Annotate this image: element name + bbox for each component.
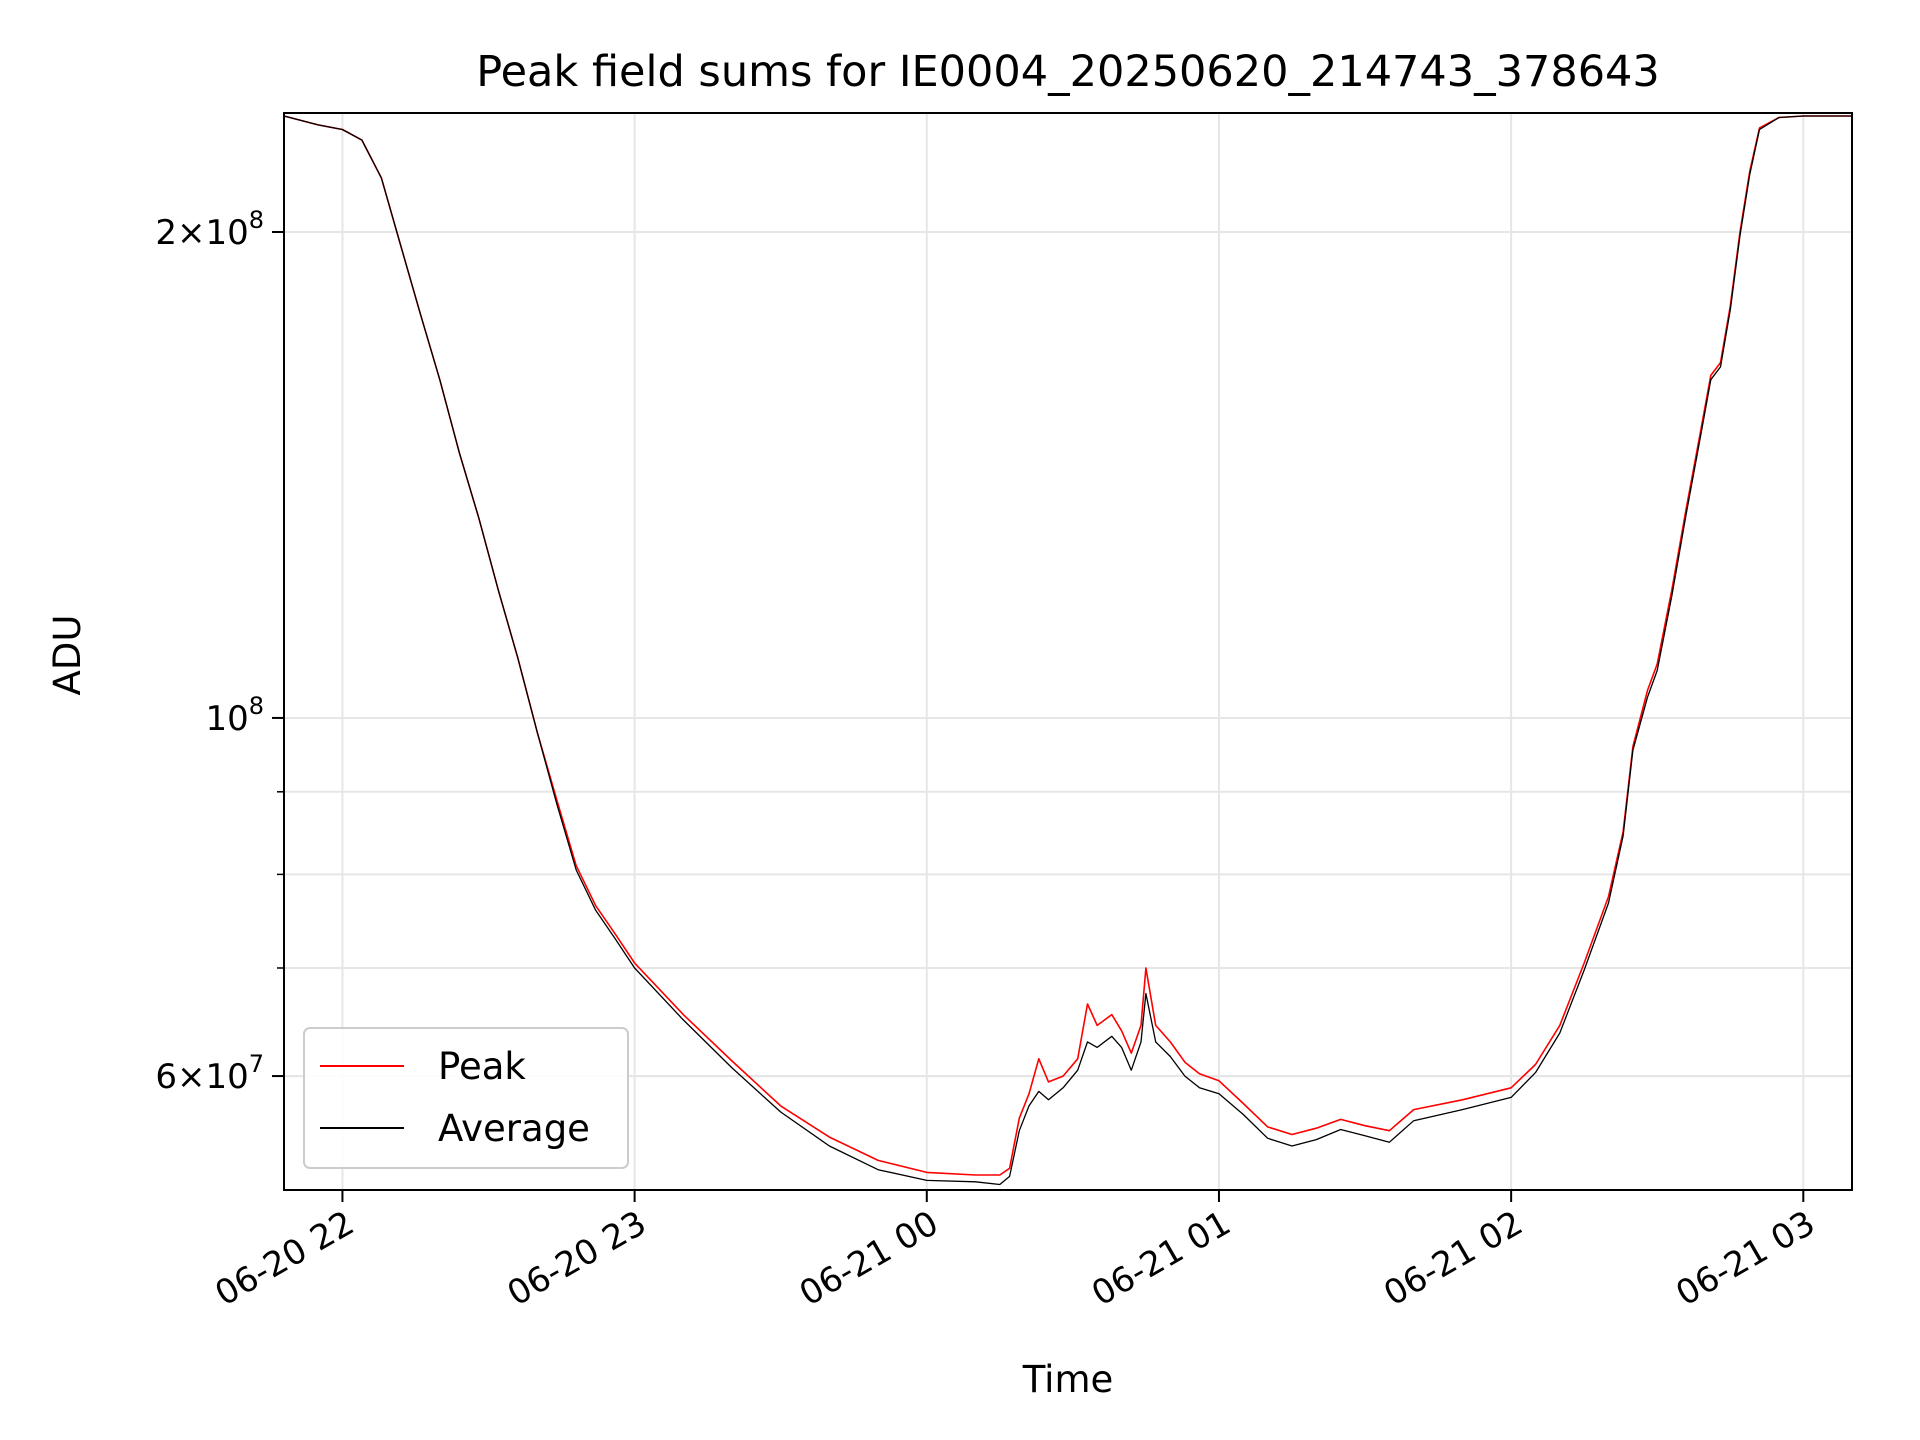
y-tick-times: ×10: [177, 213, 249, 253]
x-axis-label: Time: [1022, 1358, 1114, 1401]
y-tick-exponent: 8: [249, 206, 264, 234]
chart-title: Peak field sums for IE0004_20250620_2147…: [476, 47, 1660, 97]
y-tick-label: 2×108: [155, 206, 264, 253]
series-lines: [283, 115, 1852, 1186]
y-tick-exponent: 8: [249, 692, 264, 720]
y-axis-label: ADU: [46, 615, 89, 696]
y-tick-exponent: 7: [249, 1050, 264, 1078]
legend-box: [303, 1027, 629, 1169]
y-tick-mantissa: 2: [155, 213, 177, 253]
series-line-average: [283, 115, 1852, 1186]
legend: Peak Average: [303, 1027, 629, 1169]
y-tick-base: 10: [205, 699, 248, 739]
plot-frame: [283, 112, 1853, 1191]
y-tick-label: 108: [205, 692, 264, 739]
legend-label-peak: Peak: [438, 1045, 526, 1088]
y-tick-times: ×10: [177, 1057, 249, 1097]
y-tick-mantissa: 6: [155, 1057, 177, 1097]
y-tick-label: 6×107: [155, 1050, 264, 1097]
legend-label-average: Average: [438, 1107, 590, 1150]
